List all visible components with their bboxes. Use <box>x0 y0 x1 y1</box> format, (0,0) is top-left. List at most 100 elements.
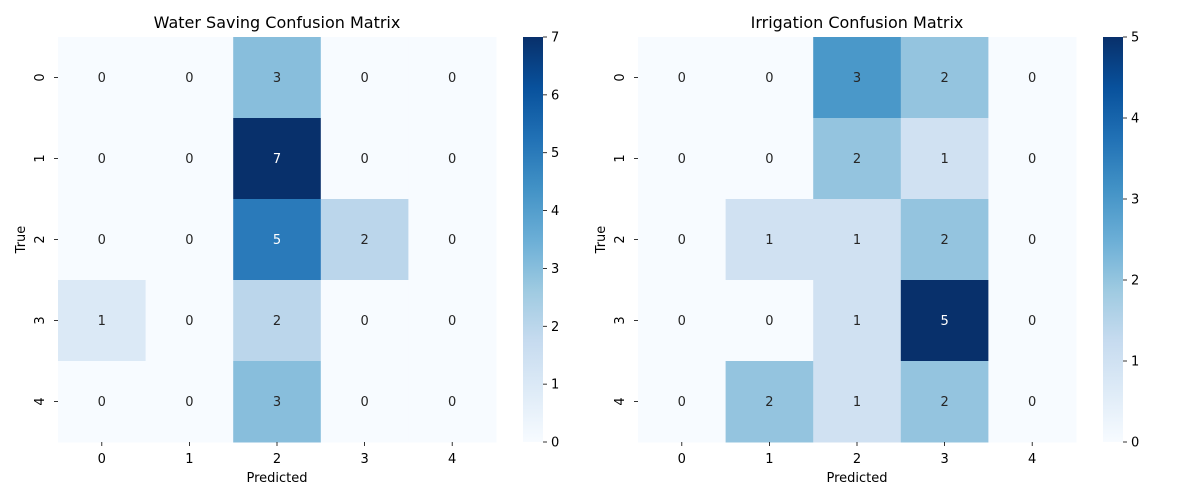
colorbar <box>1103 37 1123 442</box>
colorbar-tick-label: 3 <box>1131 193 1139 208</box>
cell-value-label: 2 <box>765 395 773 410</box>
cell-value-label: 0 <box>448 71 456 86</box>
heatmap-cell <box>233 361 322 443</box>
heatmap-cell <box>638 361 727 443</box>
cell-value-label: 5 <box>273 233 281 248</box>
colorbar-tick-label: 0 <box>1131 436 1139 451</box>
heatmap-cell <box>638 199 727 281</box>
colorbar-tick-label: 3 <box>551 262 559 277</box>
heatmap-cell <box>638 280 727 362</box>
heatmap-cell <box>233 199 322 281</box>
cell-value-label: 0 <box>678 395 686 410</box>
heatmap-cell <box>988 361 1077 443</box>
heatmap-cell <box>58 118 147 200</box>
heatmap-panel-water-saving: Water Saving Confusion Matrix 0 0 3 0 0 0 0 7 0 0 0… <box>14 13 559 486</box>
cell-value-label: 1 <box>940 152 948 167</box>
heatmap-cell <box>638 37 727 119</box>
cell-value-label: 2 <box>853 152 861 167</box>
y-tick-label: 1 <box>33 154 48 162</box>
cell-value-label: 0 <box>1028 152 1036 167</box>
colorbar-tick-label: 1 <box>1131 355 1139 370</box>
x-tick-label: 0 <box>678 452 686 467</box>
y-tick-label: 1 <box>613 154 628 162</box>
y-tick-label: 4 <box>613 397 628 405</box>
heatmap-cell <box>233 118 322 200</box>
colorbar-tick-label: 2 <box>1131 274 1139 289</box>
y-tick-label: 3 <box>613 316 628 324</box>
y-tick-label: 2 <box>613 235 628 243</box>
y-tick-label: 2 <box>33 235 48 243</box>
x-tick-label: 3 <box>940 452 948 467</box>
cell-value-label: 3 <box>853 71 861 86</box>
heatmap-cell <box>58 37 147 119</box>
heatmap-cell <box>725 118 814 200</box>
cell-value-label: 0 <box>678 233 686 248</box>
cell-value-label: 0 <box>765 152 773 167</box>
heatmap-cell <box>725 280 814 362</box>
heatmap-cell <box>900 199 989 281</box>
cell-value-label: 0 <box>448 395 456 410</box>
heatmap-cell <box>813 37 902 119</box>
y-axis-label: True <box>14 226 29 255</box>
cell-value-label: 1 <box>765 233 773 248</box>
heatmap-cell <box>320 118 409 200</box>
cell-value-label: 0 <box>98 152 106 167</box>
cell-value-label: 1 <box>98 314 106 329</box>
heatmap-cell <box>58 280 147 362</box>
heatmap-cell <box>58 199 147 281</box>
colorbar-tick-label: 0 <box>551 436 559 451</box>
cell-value-label: 0 <box>678 152 686 167</box>
colorbar-tick-label: 4 <box>1131 112 1139 127</box>
heatmap-cell <box>408 37 497 119</box>
cell-value-label: 0 <box>185 152 193 167</box>
colorbar <box>523 37 543 442</box>
heatmap-cell <box>408 280 497 362</box>
heatmap-cell <box>988 118 1077 200</box>
x-tick-label: 1 <box>185 452 193 467</box>
cell-value-label: 0 <box>98 395 106 410</box>
x-tick-label: 2 <box>273 452 281 467</box>
cell-value-label: 0 <box>98 233 106 248</box>
heatmap-cell <box>725 199 814 281</box>
y-tick-label: 0 <box>33 73 48 81</box>
heatmap-cell <box>725 361 814 443</box>
cell-value-label: 7 <box>273 152 281 167</box>
colorbar-tick-label: 1 <box>551 378 559 393</box>
x-tick-label: 1 <box>765 452 773 467</box>
cell-value-label: 0 <box>1028 314 1036 329</box>
colorbar-tick-label: 2 <box>551 320 559 335</box>
x-tick-label: 4 <box>1028 452 1036 467</box>
heatmap-panel-irrigation: Irrigation Confusion Matrix 0 0 3 2 0 0 0 2 1 0 0 1 1… <box>594 13 1139 486</box>
heatmap-cell <box>320 37 409 119</box>
heatmap-cell <box>320 361 409 443</box>
heatmap-cell <box>408 118 497 200</box>
heatmap-cell <box>320 280 409 362</box>
cell-value-label: 0 <box>360 314 368 329</box>
heatmap-cell <box>813 280 902 362</box>
cell-value-label: 0 <box>360 152 368 167</box>
heatmap-cell <box>233 37 322 119</box>
chart-title: Water Saving Confusion Matrix <box>154 13 401 32</box>
cell-value-label: 0 <box>678 71 686 86</box>
cell-value-label: 0 <box>448 233 456 248</box>
cell-value-label: 0 <box>1028 71 1036 86</box>
chart-title: Irrigation Confusion Matrix <box>751 13 964 32</box>
cell-value-label: 2 <box>273 314 281 329</box>
heatmap-cell <box>813 118 902 200</box>
heatmap-cell <box>988 280 1077 362</box>
heatmap-cell <box>320 199 409 281</box>
heatmap-cell <box>900 280 989 362</box>
cell-value-label: 0 <box>360 395 368 410</box>
cell-value-label: 0 <box>185 314 193 329</box>
heatmap-cell <box>725 37 814 119</box>
heatmap-cell <box>988 199 1077 281</box>
cell-value-label: 2 <box>940 395 948 410</box>
heatmap-cell <box>145 199 234 281</box>
cell-value-label: 3 <box>273 71 281 86</box>
y-tick-label: 4 <box>33 397 48 405</box>
cell-value-label: 0 <box>448 314 456 329</box>
cell-value-label: 0 <box>185 233 193 248</box>
heatmap-cell <box>408 361 497 443</box>
heatmap-cell <box>58 361 147 443</box>
cell-value-label: 0 <box>678 314 686 329</box>
